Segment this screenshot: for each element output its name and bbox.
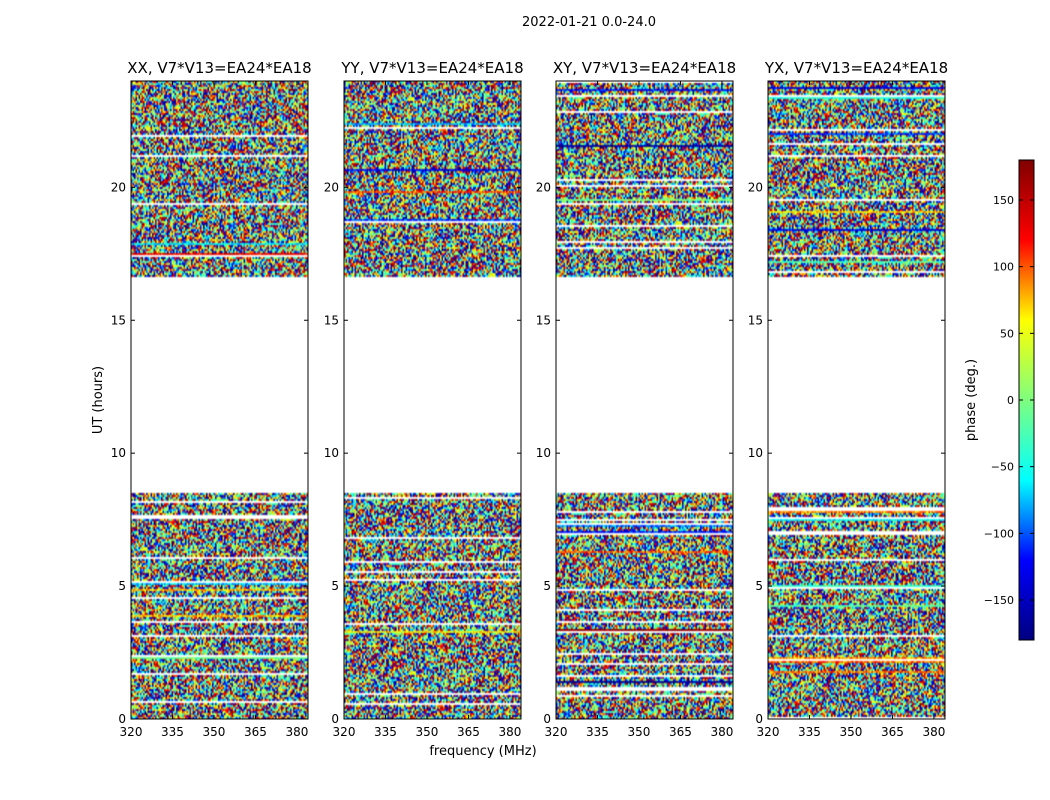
colorbar-label: phase (deg.): [964, 359, 979, 441]
panel-3: YX, V7*V13=EA24*EA18 320 335 350 365 380 0 5 10 1…: [748, 59, 948, 739]
panel-0-frame: [130, 80, 309, 720]
panel-2-x-tick-label: 350: [628, 725, 651, 739]
panel-1-x-tick-label: 365: [457, 725, 480, 739]
panel-0-y-tick-label: 15: [111, 313, 126, 327]
panel-2: XY, V7*V13=EA24*EA18 320 335 350 365 380 0 5 10 1…: [536, 59, 736, 739]
panel-1-y-tick-label: 5: [331, 579, 339, 593]
panel-2-y-tick-label: 15: [536, 313, 551, 327]
panel-1-y-tick-label: 15: [324, 313, 339, 327]
panel-1-x-tick-label: 350: [416, 725, 439, 739]
panel-0-x-tick-label: 365: [244, 725, 267, 739]
y-axis-label: UT (hours): [91, 366, 106, 434]
panel-3-x-tick-label: 320: [757, 725, 780, 739]
panel-0-x-tick-label: 335: [161, 725, 184, 739]
panel-1-x-tick-label: 335: [374, 725, 397, 739]
panel-3-title: YX, V7*V13=EA24*EA18: [764, 59, 948, 77]
colorbar-tick-label: 100: [993, 261, 1014, 274]
panel-3-y-tick-label: 5: [755, 579, 763, 593]
panel-1-x-tick-label: 320: [333, 725, 356, 739]
panel-0-title: XX, V7*V13=EA24*EA18: [127, 59, 311, 77]
panel-0-x-tick-label: 320: [120, 725, 143, 739]
x-axis-label: frequency (MHz): [429, 744, 536, 759]
colorbar: −150 −100 −50 0 50 100 150: [984, 159, 1035, 641]
panel-1-y-tick-label: 20: [324, 180, 339, 194]
colorbar-tick-label: 50: [1000, 327, 1014, 340]
panel-3-y-tick-label: 0: [755, 712, 763, 726]
panel-0-y-tick-label: 20: [111, 180, 126, 194]
panel-3-x-tick-label: 350: [840, 725, 863, 739]
panel-1-frame: [343, 80, 522, 720]
colorbar-tick-label: −50: [991, 461, 1014, 474]
panel-2-y-tick-label: 20: [536, 180, 551, 194]
panel-2-y-tick-label: 0: [543, 712, 551, 726]
panel-3-x-tick-label: 335: [798, 725, 821, 739]
panel-2-heatmap: [556, 81, 733, 719]
panel-1-heatmap: [344, 81, 521, 719]
panel-0-heatmap: [131, 81, 308, 719]
panel-0-y-tick-label: 0: [118, 712, 126, 726]
panel-3-frame: [767, 80, 946, 720]
panel-1-y-tick-label: 10: [324, 446, 339, 460]
panel-2-y-tick-label: 10: [536, 446, 551, 460]
colorbar-tick-label: −150: [984, 594, 1014, 607]
panel-2-x-tick-label: 380: [710, 725, 733, 739]
panel-2-y-tick-label: 5: [543, 579, 551, 593]
panel-3-y-tick-label: 15: [748, 313, 763, 327]
panel-0-x-tick-label: 350: [203, 725, 226, 739]
panel-0-y-tick-label: 10: [111, 446, 126, 460]
panel-1-title: YY, V7*V13=EA24*EA18: [340, 59, 523, 77]
panel-3-x-tick-label: 365: [881, 725, 904, 739]
panels-group: XX, V7*V13=EA24*EA18 320 335 350 365 380 0 5 10 1…: [111, 59, 948, 739]
panel-2-x-tick-label: 365: [669, 725, 692, 739]
panel-0-x-tick-label: 380: [285, 725, 308, 739]
panel-2-title: XY, V7*V13=EA24*EA18: [553, 59, 736, 77]
panel-1: YY, V7*V13=EA24*EA18 320 335 350 365 380 0 5 10 1…: [324, 59, 524, 739]
panel-1-x-tick-label: 380: [498, 725, 521, 739]
colorbar-tick-label: −100: [984, 527, 1014, 540]
panel-0-y-tick-label: 5: [118, 579, 126, 593]
panel-3-y-tick-label: 20: [748, 180, 763, 194]
colorbar-tick-label: 0: [1007, 394, 1014, 407]
panel-1-y-tick-label: 0: [331, 712, 339, 726]
colorbar-tick-label: 150: [993, 194, 1014, 207]
panel-2-frame: [555, 80, 734, 720]
panel-3-x-tick-label: 380: [922, 725, 945, 739]
panel-2-x-tick-label: 335: [586, 725, 609, 739]
panel-2-x-tick-label: 320: [545, 725, 568, 739]
figure-suptitle: 2022-01-21 0.0-24.0: [522, 15, 656, 30]
panel-3-heatmap: [768, 81, 945, 719]
panel-0: XX, V7*V13=EA24*EA18 320 335 350 365 380 0 5 10 1…: [111, 59, 312, 739]
panel-3-y-tick-label: 10: [748, 446, 763, 460]
